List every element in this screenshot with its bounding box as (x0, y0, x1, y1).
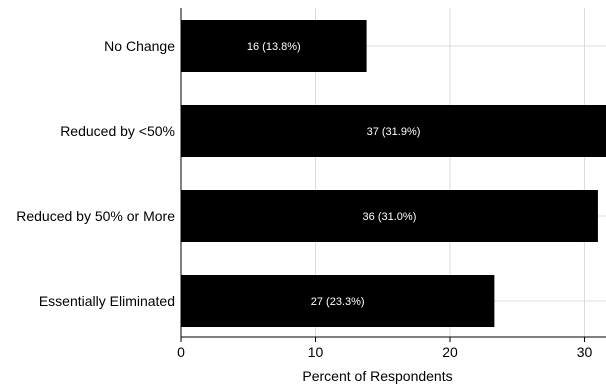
bar-2 (181, 190, 598, 242)
axes (180, 8, 606, 338)
category-labels: No Change Reduced by <50% Reduced by 50% o… (16, 38, 175, 309)
category-label-0: No Change (104, 38, 175, 54)
category-label-2: Reduced by 50% or More (16, 208, 175, 224)
category-label-1: Reduced by <50% (60, 123, 175, 139)
x-axis-title: Percent of Respondents (302, 368, 452, 384)
x-tick-label-0: 0 (177, 344, 185, 360)
bar-data-label-3: 27 (23.3%) (311, 296, 365, 308)
bar-data-label-1: 37 (31.9%) (367, 126, 421, 138)
x-tick-label-20: 20 (442, 344, 458, 360)
x-axis-ticks: 0 10 20 30 (177, 337, 592, 360)
bar-data-label-2: 36 (31.0%) (363, 211, 417, 223)
bar-1 (181, 105, 606, 157)
category-label-3: Essentially Eliminated (39, 293, 175, 309)
bar-0 (181, 20, 367, 72)
bar-labels: 16 (13.8%) 37 (31.9%) 36 (31.0%) 27 (23.3%) (247, 41, 421, 308)
x-tick-label-30: 30 (577, 344, 593, 360)
bar-3 (181, 275, 495, 327)
x-tick-label-10: 10 (308, 344, 324, 360)
bars (181, 20, 606, 327)
bar-data-label-0: 16 (13.8%) (247, 41, 301, 53)
